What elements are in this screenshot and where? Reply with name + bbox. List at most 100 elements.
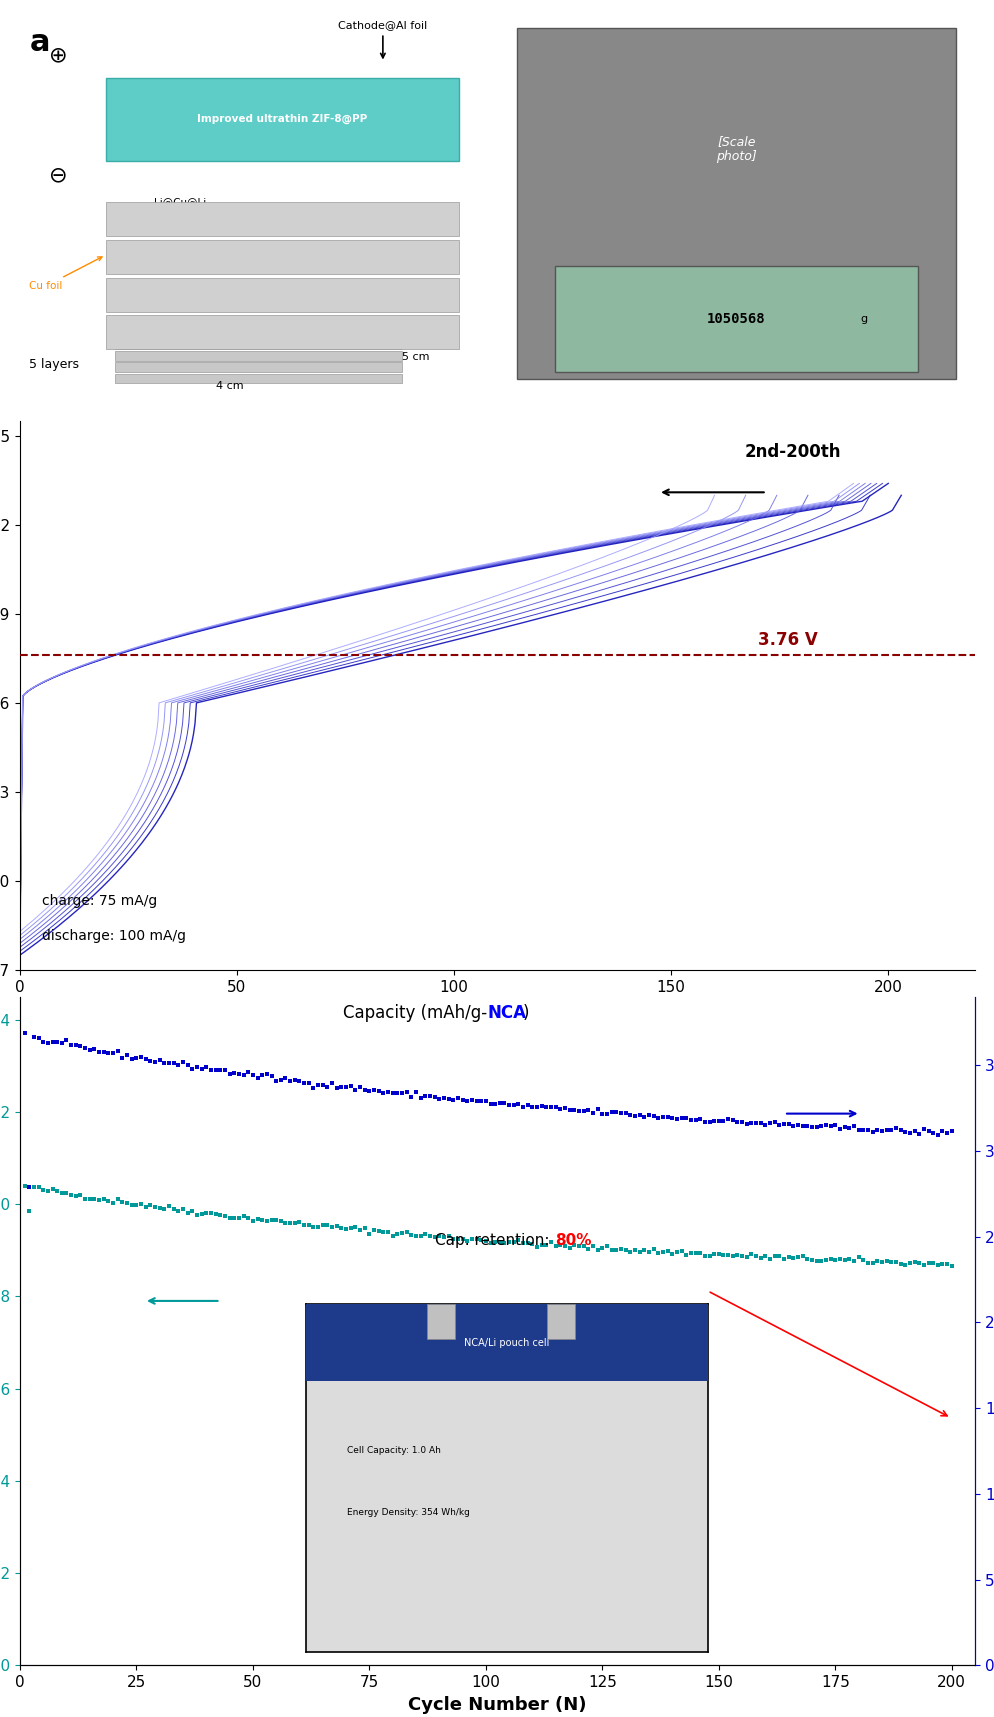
Point [282, 1068, 298, 1095]
Point [501, 1090, 517, 1118]
Point [580, 1097, 595, 1125]
Point [859, 1248, 875, 1276]
Point [673, 1238, 689, 1265]
Point [696, 1241, 712, 1269]
Point [519, 1092, 535, 1119]
Point [109, 1037, 125, 1065]
Point [878, 1116, 894, 1144]
Point [869, 1116, 885, 1144]
Point [482, 1090, 498, 1118]
Point [822, 1245, 838, 1272]
Point [803, 1114, 819, 1142]
Point [49, 1028, 65, 1056]
Point [706, 1240, 722, 1267]
Point [873, 1248, 889, 1276]
Point [496, 1229, 512, 1257]
Point [291, 1066, 307, 1094]
Point [268, 1066, 284, 1094]
Point [897, 1118, 912, 1145]
Point [389, 1080, 405, 1107]
Point [817, 1247, 833, 1274]
Point [258, 1061, 274, 1089]
Point [26, 1023, 42, 1051]
Point [421, 1223, 437, 1250]
Point [817, 1111, 833, 1138]
Point [142, 1192, 158, 1219]
Point [557, 1233, 573, 1260]
Point [538, 1094, 554, 1121]
Point [296, 1210, 312, 1238]
Point [319, 1073, 335, 1101]
Point [338, 1073, 354, 1101]
Point [566, 1095, 581, 1123]
Point [715, 1107, 731, 1135]
Point [166, 1049, 182, 1077]
Point [342, 1071, 358, 1099]
Point [914, 1116, 930, 1144]
Point [827, 1111, 843, 1138]
Point [100, 1039, 116, 1066]
Point [924, 1250, 940, 1277]
Point [394, 1219, 410, 1247]
Point [571, 1233, 586, 1260]
Point [752, 1245, 768, 1272]
Point [607, 1099, 623, 1126]
Point [161, 1049, 177, 1077]
Point [142, 1047, 158, 1075]
Point [389, 1219, 405, 1247]
Point [552, 1231, 568, 1259]
Point [855, 1247, 871, 1274]
Point [784, 1245, 800, 1272]
Point [780, 1243, 796, 1271]
Point [73, 1032, 88, 1059]
Point [710, 1241, 726, 1269]
Point [729, 1109, 745, 1137]
Point [282, 1209, 298, 1236]
Point [659, 1102, 675, 1130]
Point [933, 1118, 949, 1145]
Point [593, 1101, 609, 1128]
Point [435, 1085, 451, 1113]
Point [380, 1219, 396, 1247]
Point [645, 1102, 661, 1130]
Point [566, 1231, 581, 1259]
Point [156, 1049, 172, 1077]
Text: charge: 75 mA/g: charge: 75 mA/g [42, 895, 157, 908]
Point [580, 1235, 595, 1262]
Point [468, 1226, 484, 1253]
Point [226, 1059, 242, 1087]
Point [487, 1090, 503, 1118]
Point [827, 1247, 843, 1274]
Point [403, 1221, 418, 1248]
Point [445, 1226, 461, 1253]
Point [650, 1104, 666, 1132]
Text: [Scale
photo]: [Scale photo] [716, 136, 755, 163]
FancyBboxPatch shape [105, 203, 459, 235]
Point [86, 1185, 102, 1212]
Point [413, 1223, 428, 1250]
Point [864, 1250, 880, 1277]
Point [780, 1111, 796, 1138]
Point [533, 1231, 549, 1259]
Point [562, 1097, 578, 1125]
Point [612, 1236, 628, 1264]
Point [333, 1214, 349, 1241]
Point [198, 1198, 214, 1226]
Point [366, 1077, 382, 1104]
Point [310, 1214, 326, 1241]
Point [426, 1224, 442, 1252]
Point [212, 1056, 228, 1083]
Point [21, 1197, 37, 1224]
Point [272, 1207, 288, 1235]
Point [408, 1078, 423, 1106]
Point [505, 1090, 521, 1118]
Point [636, 1102, 652, 1130]
Point [109, 1185, 125, 1212]
Point [347, 1077, 363, 1104]
Point [850, 1116, 866, 1144]
Point [473, 1226, 489, 1253]
Point [175, 1195, 191, 1223]
Point [123, 1046, 139, 1073]
Text: Capacity (mAh/g-: Capacity (mAh/g- [343, 1004, 487, 1022]
FancyBboxPatch shape [516, 29, 955, 379]
